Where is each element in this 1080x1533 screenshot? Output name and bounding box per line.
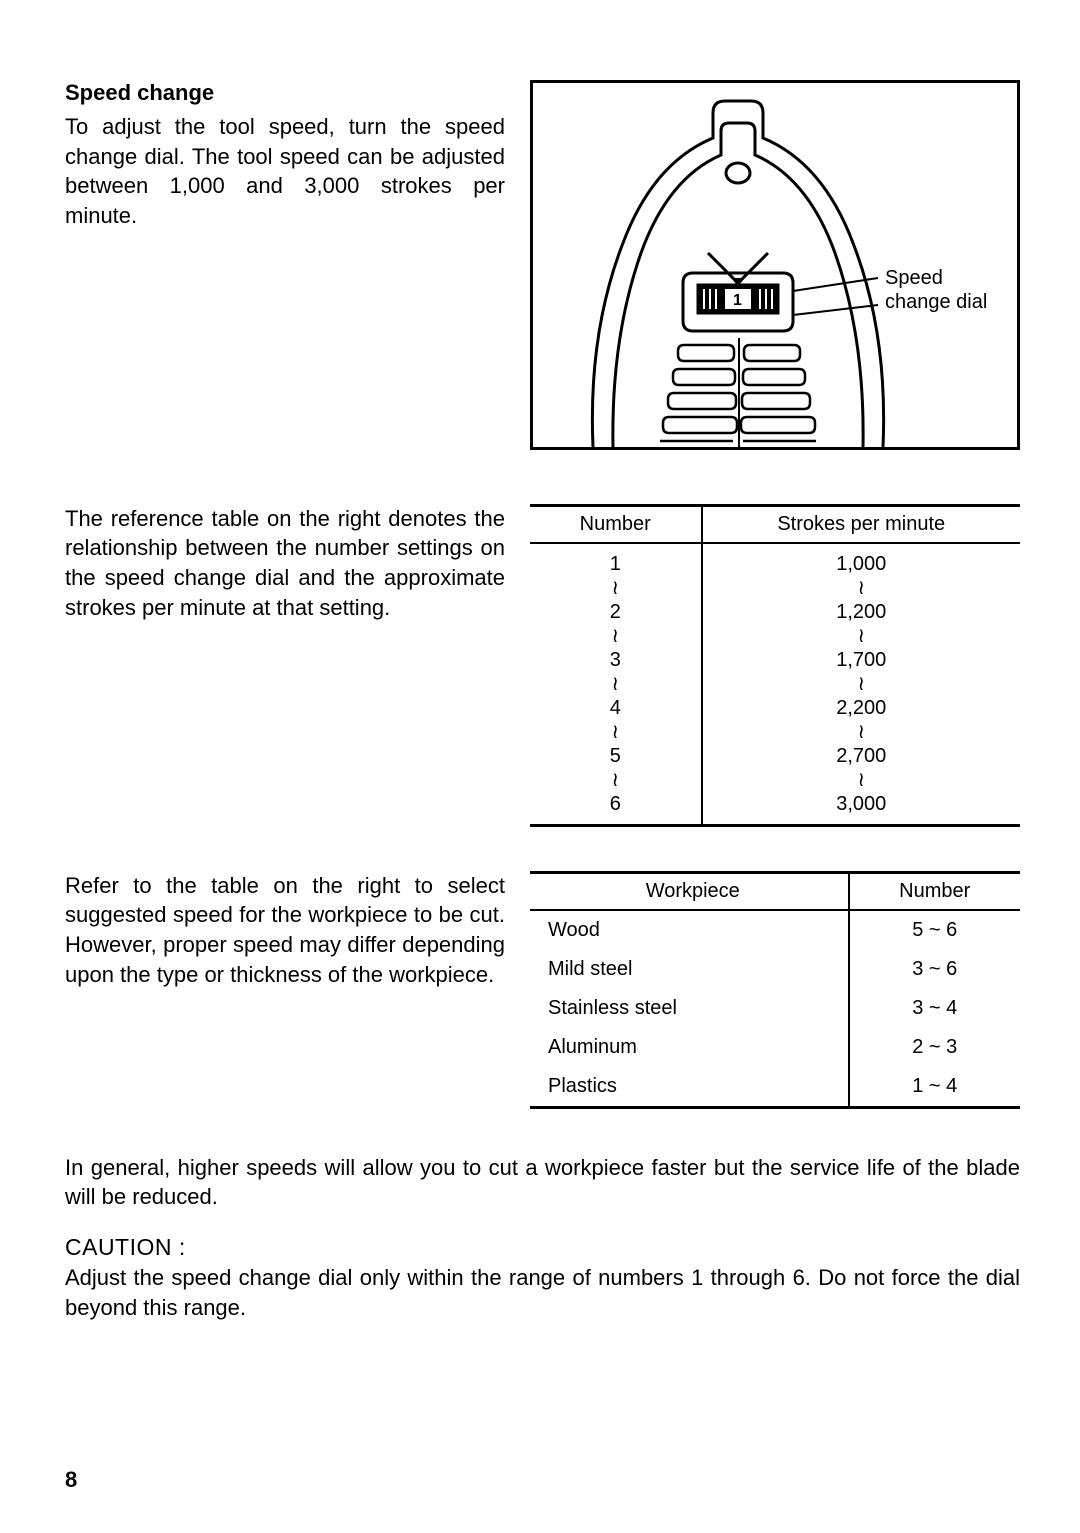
caution-title: CAUTION : <box>65 1232 1020 1263</box>
speed-change-text: Speed change To adjust the tool speed, t… <box>65 80 505 486</box>
strokes-numbers: 1≀2≀3≀4≀5≀6 <box>530 543 702 826</box>
workpiece-text: Refer to the table on the right to selec… <box>65 871 505 990</box>
speed-change-body: To adjust the tool speed, turn the speed… <box>65 112 505 231</box>
reference-text: The reference table on the right denotes… <box>65 504 505 623</box>
wp-head-right: Number <box>849 872 1021 910</box>
caution-body: Adjust the speed change dial only within… <box>65 1263 1020 1322</box>
figure-label: Speed change dial <box>885 266 987 314</box>
page-number: 8 <box>65 1467 77 1493</box>
workpiece-table: Workpiece Number Wood5 ~ 6Mild steel3 ~ … <box>530 871 1020 1109</box>
wp-range: 2 ~ 3 <box>849 1028 1021 1067</box>
wp-name: Plastics <box>530 1067 849 1108</box>
table-row: Plastics1 ~ 4 <box>530 1067 1020 1108</box>
tool-figure: 1 Speed change dial <box>530 80 1020 450</box>
reference-body: The reference table on the right denotes… <box>65 504 505 623</box>
strokes-table: Number Strokes per minute 1≀2≀3≀4≀5≀6 1,… <box>530 504 1020 827</box>
strokes-head-number: Number <box>530 505 702 543</box>
wp-range: 1 ~ 4 <box>849 1067 1021 1108</box>
wp-name: Wood <box>530 910 849 950</box>
strokes-values: 1,000≀1,200≀1,700≀2,200≀2,700≀3,000 <box>702 543 1021 826</box>
wp-name: Mild steel <box>530 950 849 989</box>
general-note: In general, higher speeds will allow you… <box>65 1153 1020 1212</box>
table-row: Stainless steel3 ~ 4 <box>530 989 1020 1028</box>
svg-text:1: 1 <box>733 292 742 309</box>
wp-name: Aluminum <box>530 1028 849 1067</box>
wp-head-left: Workpiece <box>530 872 849 910</box>
workpiece-body: Refer to the table on the right to selec… <box>65 871 505 990</box>
wp-range: 3 ~ 6 <box>849 950 1021 989</box>
table-row: Mild steel3 ~ 6 <box>530 950 1020 989</box>
speed-change-title: Speed change <box>65 80 505 106</box>
table-row: Aluminum2 ~ 3 <box>530 1028 1020 1067</box>
wp-range: 3 ~ 4 <box>849 989 1021 1028</box>
table-row: Wood5 ~ 6 <box>530 910 1020 950</box>
wp-name: Stainless steel <box>530 989 849 1028</box>
strokes-head-spm: Strokes per minute <box>702 505 1021 543</box>
wp-range: 5 ~ 6 <box>849 910 1021 950</box>
